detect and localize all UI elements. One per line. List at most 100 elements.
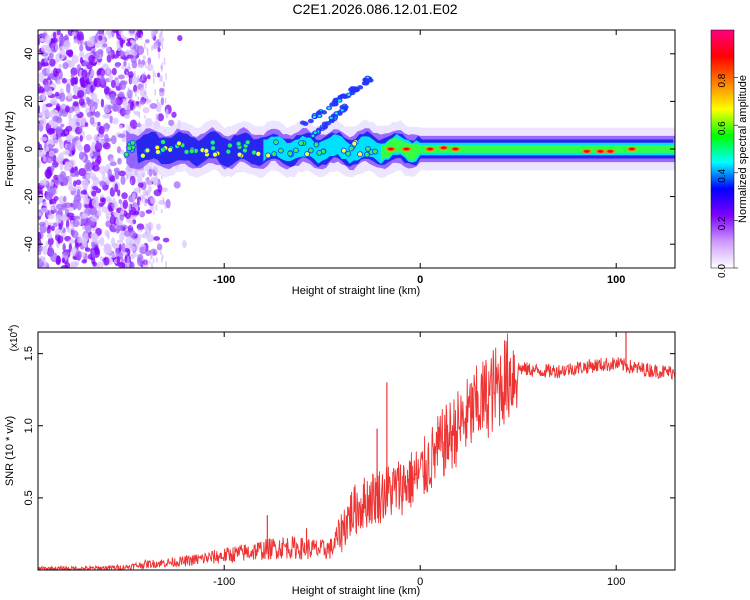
- heatmap-cell: [121, 192, 128, 200]
- snr-multiplier: (x104): [8, 325, 20, 352]
- heatmap-cell: [101, 198, 106, 205]
- heatmap-cell: [340, 147, 347, 154]
- heatmap-cell: [124, 113, 131, 120]
- heatmap-cell: [44, 108, 50, 118]
- heatmap-cell: [114, 170, 120, 180]
- heatmap-cell: [39, 181, 48, 186]
- heatmap-cell: [50, 205, 54, 211]
- heatmap-cell: [115, 247, 120, 257]
- heatmap-cell: [161, 42, 164, 50]
- heatmap-cell: [145, 223, 147, 227]
- heatmap-cell: [153, 42, 155, 50]
- heatmap-cell: [130, 77, 132, 84]
- heatmap-cell: [38, 231, 42, 242]
- heatmap-cell: [74, 107, 81, 115]
- y-tick-label: 20: [23, 95, 35, 107]
- heatmap-cell: [161, 187, 168, 193]
- heatmap-cell: [91, 241, 96, 249]
- heatmap-cell: [244, 139, 251, 146]
- heatmap-cell: [39, 117, 47, 127]
- heatmap-cell: [142, 55, 146, 61]
- heatmap-cell: [38, 86, 45, 94]
- heatmap-cell: [440, 146, 447, 150]
- heatmap-cell: [50, 165, 55, 171]
- heatmap-cell: [165, 108, 169, 119]
- spectrogram-heatmap: [38, 30, 675, 268]
- snr-frame: [37, 331, 676, 571]
- heatmap-cell: [102, 142, 111, 150]
- heatmap-cell: [150, 196, 153, 201]
- heatmap-cell: [235, 140, 242, 147]
- heatmap-cell: [138, 246, 141, 253]
- heatmap-cell: [311, 134, 315, 137]
- heatmap-cell: [54, 227, 61, 236]
- heatmap-cell: [345, 150, 352, 157]
- heatmap-cell: [271, 151, 278, 157]
- heatmap-cell: [94, 142, 103, 153]
- heatmap-cell: [351, 140, 358, 147]
- heatmap-cell: [357, 151, 363, 158]
- snr-multiplier-close: ): [9, 325, 20, 328]
- heatmap-cell: [116, 239, 124, 244]
- heatmap-cell: [153, 210, 155, 215]
- heatmap-cell: [146, 63, 154, 72]
- spectrogram-x-label: Height of straight line (km): [292, 285, 420, 297]
- heatmap-cell: [78, 167, 87, 177]
- heatmap-cell: [48, 119, 56, 126]
- colorbar-tick-label: 0.6: [717, 121, 728, 135]
- snr-line: [38, 333, 675, 570]
- heatmap-cell: [38, 72, 45, 83]
- heatmap-cell: [53, 67, 58, 78]
- heatmap-cell: [177, 35, 183, 42]
- heatmap-cell: [157, 113, 164, 122]
- heatmap-cell: [101, 206, 108, 213]
- heatmap-cell: [137, 96, 140, 101]
- heatmap-cell: [38, 111, 46, 117]
- heatmap-cell: [68, 174, 72, 185]
- heatmap-cell: [227, 142, 233, 149]
- heatmap-cell: [161, 62, 164, 70]
- heatmap-cell: [100, 69, 105, 78]
- heatmap-cell: [141, 194, 144, 200]
- heatmap-cell: [156, 223, 161, 231]
- heatmap-cell: [134, 238, 137, 243]
- y-tick-label: 1.5: [23, 346, 35, 361]
- heatmap-cell: [141, 73, 144, 80]
- heatmap-cell: [114, 62, 121, 68]
- heatmap-cell: [55, 214, 63, 224]
- y-tick-label: 0.5: [23, 490, 35, 505]
- heatmap-cell: [91, 255, 96, 265]
- heatmap-cell: [146, 191, 149, 199]
- heatmap-cell: [316, 110, 323, 115]
- heatmap-cell: [112, 104, 119, 112]
- heatmap-cell: [45, 154, 54, 164]
- heatmap-cell: [116, 224, 123, 232]
- heatmap-cell: [47, 91, 53, 96]
- heatmap-cell: [145, 192, 147, 196]
- heatmap-cell: [118, 170, 127, 177]
- heatmap-cell: [46, 66, 51, 75]
- heatmap-cell: [188, 148, 195, 154]
- heatmap-cell: [147, 74, 151, 80]
- heatmap-cell: [40, 44, 49, 52]
- heatmap-cell: [277, 147, 284, 154]
- heatmap-cell: [99, 256, 104, 261]
- heatmap-cell: [115, 96, 123, 106]
- heatmap-cell: [61, 215, 67, 222]
- heatmap-cell: [156, 243, 163, 251]
- heatmap-cell: [131, 76, 139, 86]
- heatmap-cell: [44, 34, 52, 45]
- heatmap-cell: [79, 51, 85, 59]
- heatmap-cell: [58, 152, 64, 162]
- heatmap-cell: [129, 204, 132, 211]
- heatmap-cell: [236, 151, 243, 158]
- snr-series: [38, 332, 675, 570]
- heatmap-cell: [143, 264, 148, 268]
- heatmap-cell: [362, 77, 369, 83]
- heatmap-cell: [146, 47, 149, 51]
- heatmap-cell: [118, 199, 122, 204]
- heatmap-cell: [128, 62, 130, 69]
- heatmap-cell: [78, 98, 85, 106]
- heatmap-cell: [123, 60, 127, 67]
- heatmap-cell: [128, 230, 137, 239]
